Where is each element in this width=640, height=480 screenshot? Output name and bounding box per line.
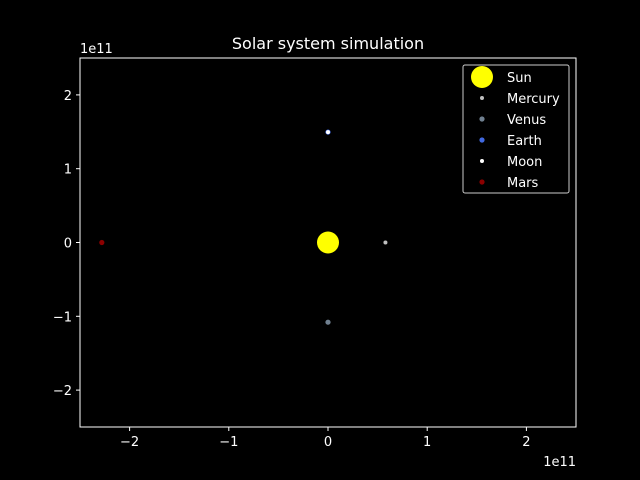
y-tick-label: 2 — [64, 89, 72, 104]
legend-label-mars: Mars — [507, 176, 539, 191]
legend-marker-earth — [479, 137, 485, 143]
x-axis: −2 −1 0 1 2 — [120, 427, 531, 450]
legend-label-earth: Earth — [507, 134, 542, 149]
point-mars — [99, 239, 105, 246]
legend-label-sun: Sun — [507, 71, 532, 86]
x-tick-label: 0 — [324, 435, 332, 450]
legend: Sun Mercury Venus Earth Moon Mars — [462, 64, 570, 194]
y-offset-label: 1e11 — [80, 42, 113, 57]
legend-marker-sun — [471, 66, 493, 88]
point-venus — [325, 319, 331, 325]
y-tick-label: −1 — [53, 310, 72, 325]
y-tick-label: 1 — [64, 163, 72, 178]
x-tick-label: −2 — [120, 435, 139, 450]
x-tick-label: 1 — [423, 435, 431, 450]
point-sun — [317, 231, 339, 254]
chart-title: Solar system simulation — [232, 34, 424, 53]
x-tick-label: −1 — [219, 435, 238, 450]
y-axis: −2 −1 0 1 2 — [53, 89, 80, 399]
legend-label-mercury: Mercury — [507, 92, 560, 107]
point-moon — [326, 130, 330, 135]
legend-marker-mars — [479, 179, 485, 185]
legend-marker-moon — [480, 159, 484, 163]
y-tick-label: −2 — [53, 384, 72, 399]
legend-marker-venus — [479, 116, 485, 122]
legend-label-moon: Moon — [507, 155, 542, 170]
x-tick-label: 2 — [522, 435, 530, 450]
y-tick-label: 0 — [64, 237, 72, 252]
x-offset-label: 1e11 — [543, 455, 576, 470]
plot-frame — [79, 57, 577, 428]
legend-marker-mercury — [480, 96, 484, 100]
point-mercury — [383, 240, 388, 245]
legend-box — [462, 64, 570, 194]
data-points — [99, 129, 388, 325]
legend-label-venus: Venus — [507, 113, 546, 128]
